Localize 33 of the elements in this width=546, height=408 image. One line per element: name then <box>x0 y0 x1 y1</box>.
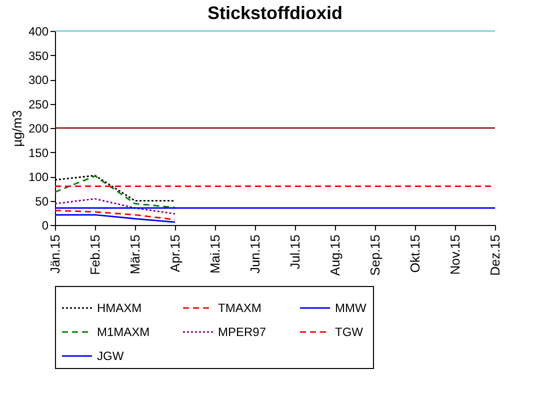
legend-label: M1MAXM <box>97 325 150 339</box>
legend-label: MMW <box>335 301 367 315</box>
chart-title: Stickstoffdioxid <box>207 3 343 23</box>
legend-label: HMAXM <box>97 301 142 315</box>
legend-label: MPER97 <box>218 325 266 339</box>
x-tick-label: Apr.15 <box>168 234 182 272</box>
y-axis-title: µg/m3 <box>9 110 24 147</box>
x-tick-label: Nov.15 <box>448 234 462 275</box>
y-tick-label: 50 <box>35 194 49 208</box>
y-tick-label: 300 <box>28 73 49 87</box>
y-tick-label: 400 <box>28 24 49 38</box>
x-tick-label: Dez.15 <box>488 234 502 276</box>
y-tick-label: 0 <box>42 218 49 232</box>
x-tick-label: Jän.15 <box>48 234 62 274</box>
y-tick-label: 250 <box>28 97 49 112</box>
x-tick-label: Okt.15 <box>408 234 422 273</box>
y-tick-label: 150 <box>28 146 49 160</box>
x-tick-label: Feb.15 <box>88 234 102 275</box>
y-tick-label: 100 <box>28 170 49 184</box>
legend-label: TGW <box>335 325 364 339</box>
x-tick-label: Sep.15 <box>368 234 382 276</box>
x-tick-label: Jun.15 <box>248 234 262 274</box>
line-series <box>54 210 176 220</box>
legend-label: JGW <box>97 349 124 363</box>
y-tick-label: 200 <box>28 122 49 136</box>
legend-label: TMAXM <box>218 301 262 315</box>
y-tick-label: 350 <box>28 48 49 63</box>
line-series <box>54 198 176 215</box>
x-tick-label: Aug.15 <box>328 234 342 276</box>
x-tick-label: Jul.15 <box>288 234 302 270</box>
x-tick-label: Mär.15 <box>128 234 142 274</box>
line-series <box>54 175 176 208</box>
x-tick-label: Mai.15 <box>208 234 222 274</box>
